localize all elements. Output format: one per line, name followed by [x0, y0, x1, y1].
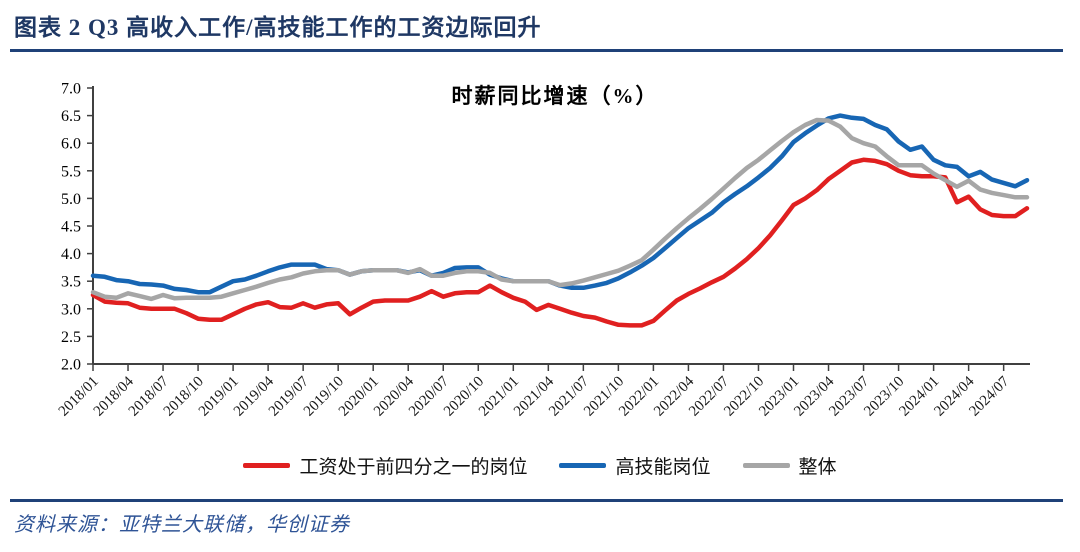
legend-label: 高技能岗位: [615, 457, 711, 478]
red-line-swatch: [243, 463, 291, 468]
series-line-0: [90, 157, 1030, 328]
footer-divider: [10, 499, 1063, 502]
y-tick-label: 2.0: [61, 357, 81, 374]
y-tick-label: 6.5: [61, 108, 81, 125]
line-chart: 时薪同比增速（%） 2.0 2.5 3.0 3.5 4.0 4.5 5.0 5.5 6.0 6.5…: [0, 58, 1080, 450]
y-tick-label: 3.0: [61, 301, 81, 318]
header-divider: [10, 49, 1063, 52]
y-tick-label: 7.0: [61, 81, 81, 98]
y-tick-label: 6.0: [61, 136, 81, 153]
chart-legend: 工资处于前四分之一的岗位 高技能岗位 整体: [0, 452, 1080, 479]
source-note: 资料来源：亚特兰大联储，华创证券: [14, 514, 350, 536]
figure-title: 图表 2 Q3 高收入工作/高技能工作的工资边际回升: [14, 15, 542, 40]
y-tick-label: 5.0: [61, 191, 81, 208]
legend-label: 整体: [798, 457, 837, 478]
y-tick-label: 2.5: [61, 329, 81, 346]
legend-item-overall: 整体: [742, 452, 837, 479]
y-tick-label: 3.5: [61, 274, 81, 291]
x-tick-label: 2024/07: [966, 373, 1012, 419]
legend-item-high-skill-jobs: 高技能岗位: [559, 452, 711, 479]
chart-canvas: 2.02.53.03.54.04.55.05.56.06.57.02018/01…: [56, 81, 1030, 420]
series-line-1: [90, 113, 1030, 295]
chart-title: 时薪同比增速（%）: [451, 84, 659, 108]
blue-line-swatch: [559, 463, 607, 468]
legend-item-bottom-quartile-wage-jobs: 工资处于前四分之一的岗位: [243, 452, 527, 479]
y-tick-label: 5.5: [61, 163, 81, 180]
y-tick-label: 4.5: [61, 219, 81, 236]
y-tick-label: 4.0: [61, 246, 81, 263]
series-line-2: [90, 117, 1030, 302]
gray-line-swatch: [742, 463, 790, 468]
legend-label: 工资处于前四分之一的岗位: [299, 457, 528, 478]
